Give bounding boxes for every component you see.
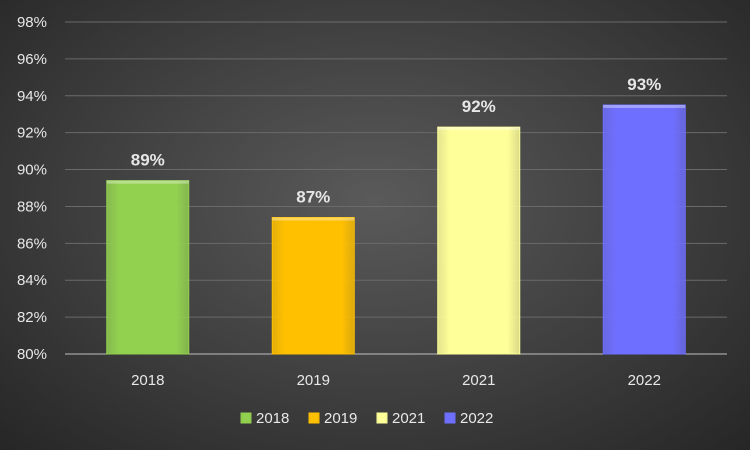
x-tick-label: 2018 [131,372,164,389]
legend-label-2018: 2018 [256,410,289,427]
bar-highlight [106,180,189,184]
y-tick-label: 82% [17,309,47,326]
legend-swatch-2018 [240,412,252,424]
data-label-2021: 92% [462,97,496,116]
bar-highlight [437,127,520,131]
legend-label-2019: 2019 [324,410,357,427]
data-label-2022: 93% [627,75,661,94]
y-tick-label: 86% [17,235,47,252]
y-tick-label: 80% [17,346,47,363]
legend-label-2021: 2021 [392,410,425,427]
y-tick-label: 98% [17,14,47,31]
bar-2018 [106,180,190,355]
bar-highlight [272,217,355,221]
bar-highlight [603,105,686,108]
y-tick-label: 94% [17,88,47,105]
bar-2021 [437,126,521,355]
data-label-2019: 87% [296,188,330,207]
y-tick-label: 84% [17,272,47,289]
legend-label-2022: 2022 [460,410,493,427]
y-tick-label: 96% [17,51,47,68]
y-tick-label: 92% [17,125,47,142]
y-tick-label: 90% [17,162,47,179]
legend-swatch-2019 [308,412,320,424]
x-tick-label: 2021 [462,372,495,389]
x-tick-label: 2022 [628,372,661,389]
y-tick-label: 88% [17,198,47,215]
bar-2022 [602,104,686,355]
data-label-2018: 89% [131,151,165,170]
legend-swatch-2021 [376,412,388,424]
x-tick-label: 2019 [297,372,330,389]
legend-swatch-2022 [444,412,456,424]
bar-2019 [271,217,355,355]
